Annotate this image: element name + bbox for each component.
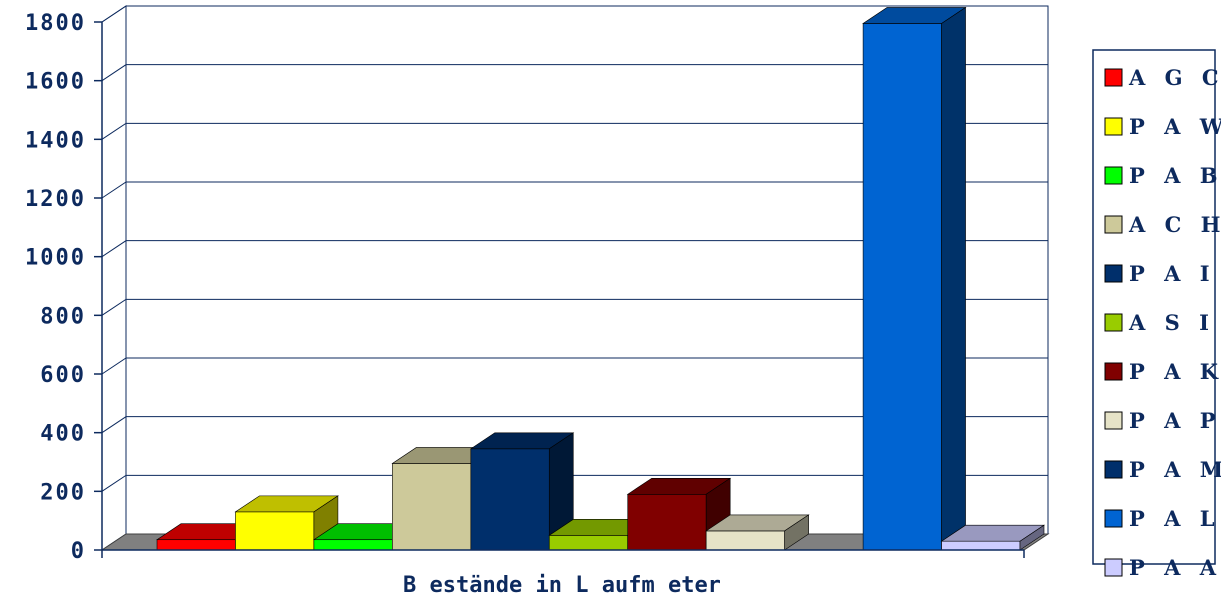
legend-label: P A K [1129, 359, 1221, 384]
bar [940, 524, 1045, 551]
axes [101, 22, 1025, 558]
bar [705, 514, 810, 551]
legend-item: P A B [1104, 163, 1221, 188]
bar [626, 477, 732, 551]
legend-item: A S I [1104, 310, 1215, 335]
bar-front [392, 463, 472, 551]
gridline [101, 64, 1048, 82]
legend-item: P A W [1104, 114, 1221, 139]
legend-item: P A L [1104, 506, 1220, 531]
legend-label: A C H [1128, 212, 1221, 237]
bar [234, 495, 339, 551]
y-tick-label: 1800 [25, 11, 86, 36]
bar-front [470, 448, 550, 551]
legend-item: P A A [1104, 555, 1221, 580]
gridline [101, 416, 1048, 434]
legend-swatch [1104, 558, 1123, 577]
y-tick-label: 0 [71, 539, 86, 564]
bar-side [1019, 524, 1045, 551]
gridline [101, 122, 1048, 140]
legend-item: P A K [1104, 359, 1221, 384]
legend-swatch [1104, 215, 1123, 234]
legend-swatch [1104, 166, 1123, 185]
legend-item: P A I [1104, 261, 1216, 286]
legend-swatch [1104, 264, 1123, 283]
y-tick-label: 200 [40, 480, 86, 505]
bar-front [313, 539, 393, 551]
legend-item: P A P [1104, 408, 1221, 433]
legend-label: P A M [1129, 457, 1221, 482]
bar-front [156, 539, 236, 551]
legend-item: A G C [1104, 65, 1221, 90]
legend-label: P A L [1129, 506, 1220, 531]
bar-front [705, 530, 785, 551]
y-tick-labels: 0 200 400 600 800 1000 1200 1400 1600 1800 [25, 11, 86, 564]
bar-side [941, 6, 966, 551]
legend-swatch [1104, 68, 1123, 87]
gridline [101, 357, 1048, 375]
legend-swatch [1104, 117, 1123, 136]
legend-item: A C H [1104, 212, 1221, 237]
side-wall [101, 5, 127, 551]
y-tick-label: 1400 [25, 128, 86, 153]
legend-label: P A A [1129, 555, 1221, 580]
x-axis-label: B estände in L aufm eter [403, 573, 721, 598]
legend-label: A G C [1128, 65, 1221, 90]
bar-front [862, 23, 942, 551]
legend-label: P A B [1129, 163, 1221, 188]
legend-label: P A I [1129, 261, 1216, 286]
bar-side [784, 514, 809, 551]
y-tick-label: 1200 [25, 187, 86, 212]
gridlines [94, 5, 1048, 551]
y-tick-label: 1000 [25, 246, 86, 271]
legend-swatch [1104, 313, 1123, 332]
gridline [101, 298, 1048, 316]
bar-front [941, 540, 1021, 551]
gridline [101, 240, 1048, 258]
legend-swatch [1104, 460, 1123, 479]
legend-swatch [1104, 509, 1123, 528]
bar [469, 432, 575, 551]
bars-group [156, 6, 1045, 551]
bar-front [627, 493, 707, 551]
legend-item: P A M [1104, 457, 1221, 482]
gridline [101, 5, 1048, 23]
y-tick-label: 800 [40, 304, 86, 329]
y-tick-label: 400 [40, 422, 86, 447]
gridline [101, 474, 1048, 492]
legend-label: P A W [1129, 114, 1221, 139]
bar [862, 6, 967, 551]
legend-label: P A P [1129, 408, 1221, 433]
legend-swatch [1104, 362, 1123, 381]
gridline [101, 181, 1048, 199]
bar-front [235, 511, 315, 551]
legend-label: A S I [1128, 310, 1215, 335]
y-tick-label: 600 [40, 363, 86, 388]
y-tick-label: 1600 [25, 70, 86, 95]
legend: A G C P A W P A B A C H P A I A S I P A K P A P… [1092, 49, 1221, 580]
legend-swatch [1104, 411, 1123, 430]
bar-front [548, 535, 629, 551]
